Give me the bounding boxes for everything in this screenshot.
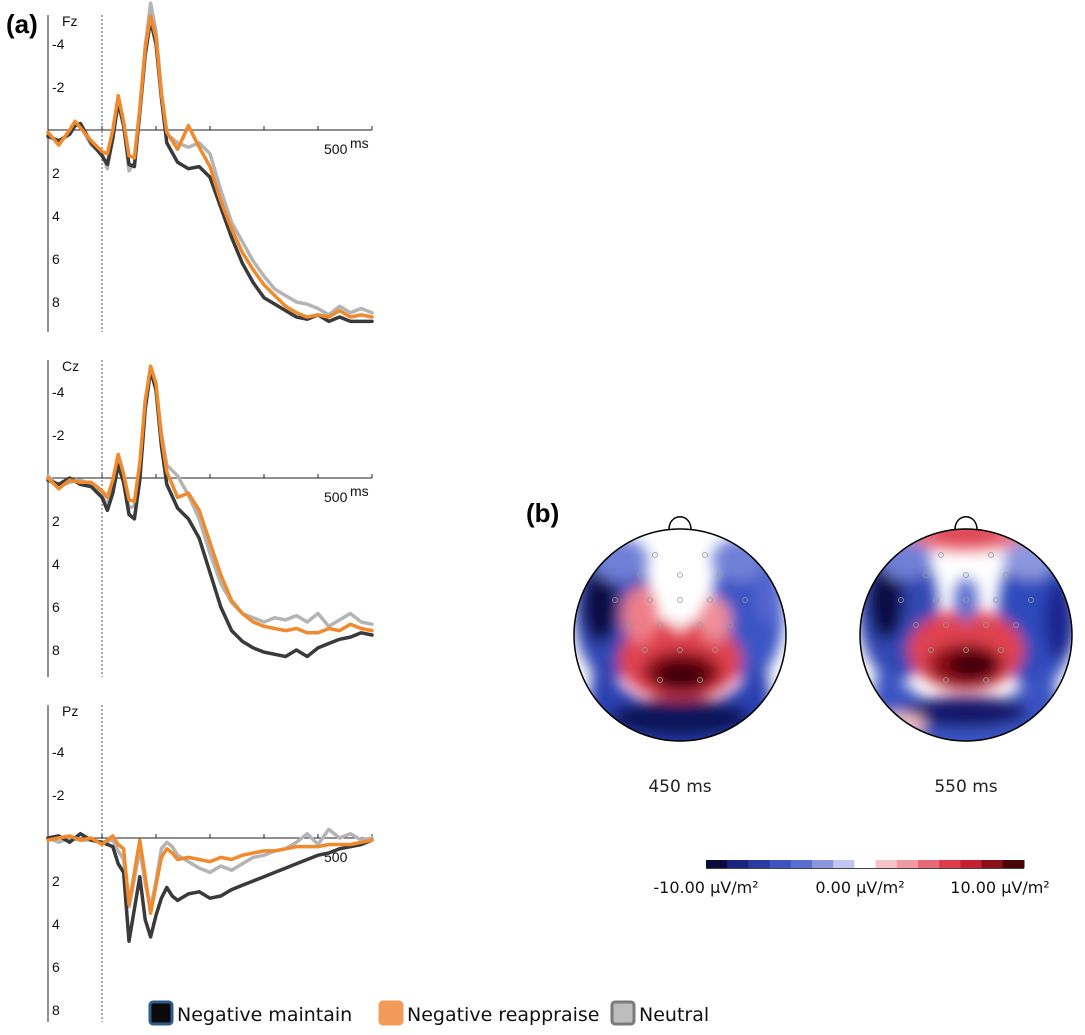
series-line-neutral (46, 1, 374, 317)
y-tick-label: -2 (52, 787, 65, 803)
x-unit-label: ms (350, 483, 369, 499)
channel-label: Fz (62, 13, 78, 29)
colorbar-segment (790, 860, 813, 868)
nose-shape (668, 516, 692, 532)
series-line-negative-maintain (46, 368, 374, 659)
panel-a-label: (a) (6, 9, 38, 39)
channel-label: Pz (62, 703, 78, 719)
colorbar-segment (960, 860, 983, 868)
legend-label-negative-reappraise: Negative reappraise (407, 1004, 599, 1026)
colorbar-segment (875, 860, 898, 868)
legend-swatch-negative-reappraise (378, 1000, 404, 1026)
time-label-450: 450 ms (648, 777, 711, 797)
erp-panel-cz: Cz -4 -2 2 4 6 8 500 ms (46, 358, 374, 677)
colorbar-segment (918, 860, 940, 868)
colorbar-segment (812, 860, 834, 868)
colorbar-max-label: 10.00 µV/m² (950, 878, 1049, 897)
colorbar-min-label: -10.00 µV/m² (653, 878, 758, 897)
series-line-negative-reappraise (46, 364, 374, 635)
y-tick-label: 2 (52, 165, 60, 181)
topography-maps: 450 ms 550 ms (573, 516, 1073, 797)
head-outline (859, 528, 1073, 742)
series-line-negative-maintain (46, 831, 374, 943)
colorbar-segment (727, 860, 749, 868)
y-tick-label: 2 (52, 873, 60, 889)
colorbar (706, 860, 1025, 869)
topomap-450ms (573, 516, 787, 742)
series-line-negative-maintain (46, 18, 374, 324)
series-line-negative-reappraise (46, 834, 374, 916)
x-tick-label: 500 (324, 141, 348, 157)
colorbar-segment (748, 860, 771, 868)
y-tick-label: 8 (52, 642, 60, 658)
panel-b-label: (b) (526, 498, 559, 528)
y-tick-label: -4 (52, 36, 65, 52)
y-tick-label: -2 (52, 427, 65, 443)
series-line-neutral (46, 827, 374, 911)
erp-panel-fz: Fz -4 -2 2 4 6 8 500 ms (46, 1, 374, 332)
colorbar-segment (769, 860, 792, 868)
colorbar-segment (896, 860, 919, 868)
colorbar-segment (833, 860, 855, 868)
nose-shape (954, 516, 978, 532)
time-label-550: 550 ms (934, 777, 997, 797)
colorbar-segment (1002, 860, 1025, 868)
legend-label-negative-maintain: Negative maintain (177, 1004, 352, 1026)
topomap-550ms (859, 516, 1073, 742)
y-tick-label: 6 (52, 251, 60, 267)
y-tick-label: 6 (52, 599, 60, 615)
y-tick-label: -4 (52, 384, 65, 400)
legend-label-neutral: Neutral (639, 1004, 709, 1026)
series-line-negative-reappraise (46, 14, 374, 319)
y-tick-label: 4 (52, 916, 60, 932)
y-tick-label: 8 (52, 1002, 60, 1018)
colorbar-mid-label: 0.00 µV/m² (815, 878, 904, 897)
legend-swatch-negative-maintain (148, 1000, 174, 1026)
y-tick-label: 2 (52, 513, 60, 529)
legend-swatch-neutral (610, 1000, 636, 1026)
colorbar-segment (854, 860, 877, 868)
head-outline (573, 528, 787, 742)
colorbar-segment (939, 860, 961, 868)
y-tick-label: 6 (52, 959, 60, 975)
y-tick-label: 4 (52, 556, 60, 572)
legend: Negative maintain Negative reappraise Ne… (148, 1000, 709, 1026)
x-tick-label: 500 (324, 489, 348, 505)
x-unit-label: ms (350, 135, 369, 151)
channel-label: Cz (62, 358, 79, 374)
y-tick-label: 8 (52, 294, 60, 310)
colorbar-segment (706, 860, 728, 868)
colorbar-segment (981, 860, 1004, 868)
y-tick-label: -2 (52, 79, 65, 95)
y-tick-label: 4 (52, 208, 60, 224)
y-tick-label: -4 (52, 744, 65, 760)
